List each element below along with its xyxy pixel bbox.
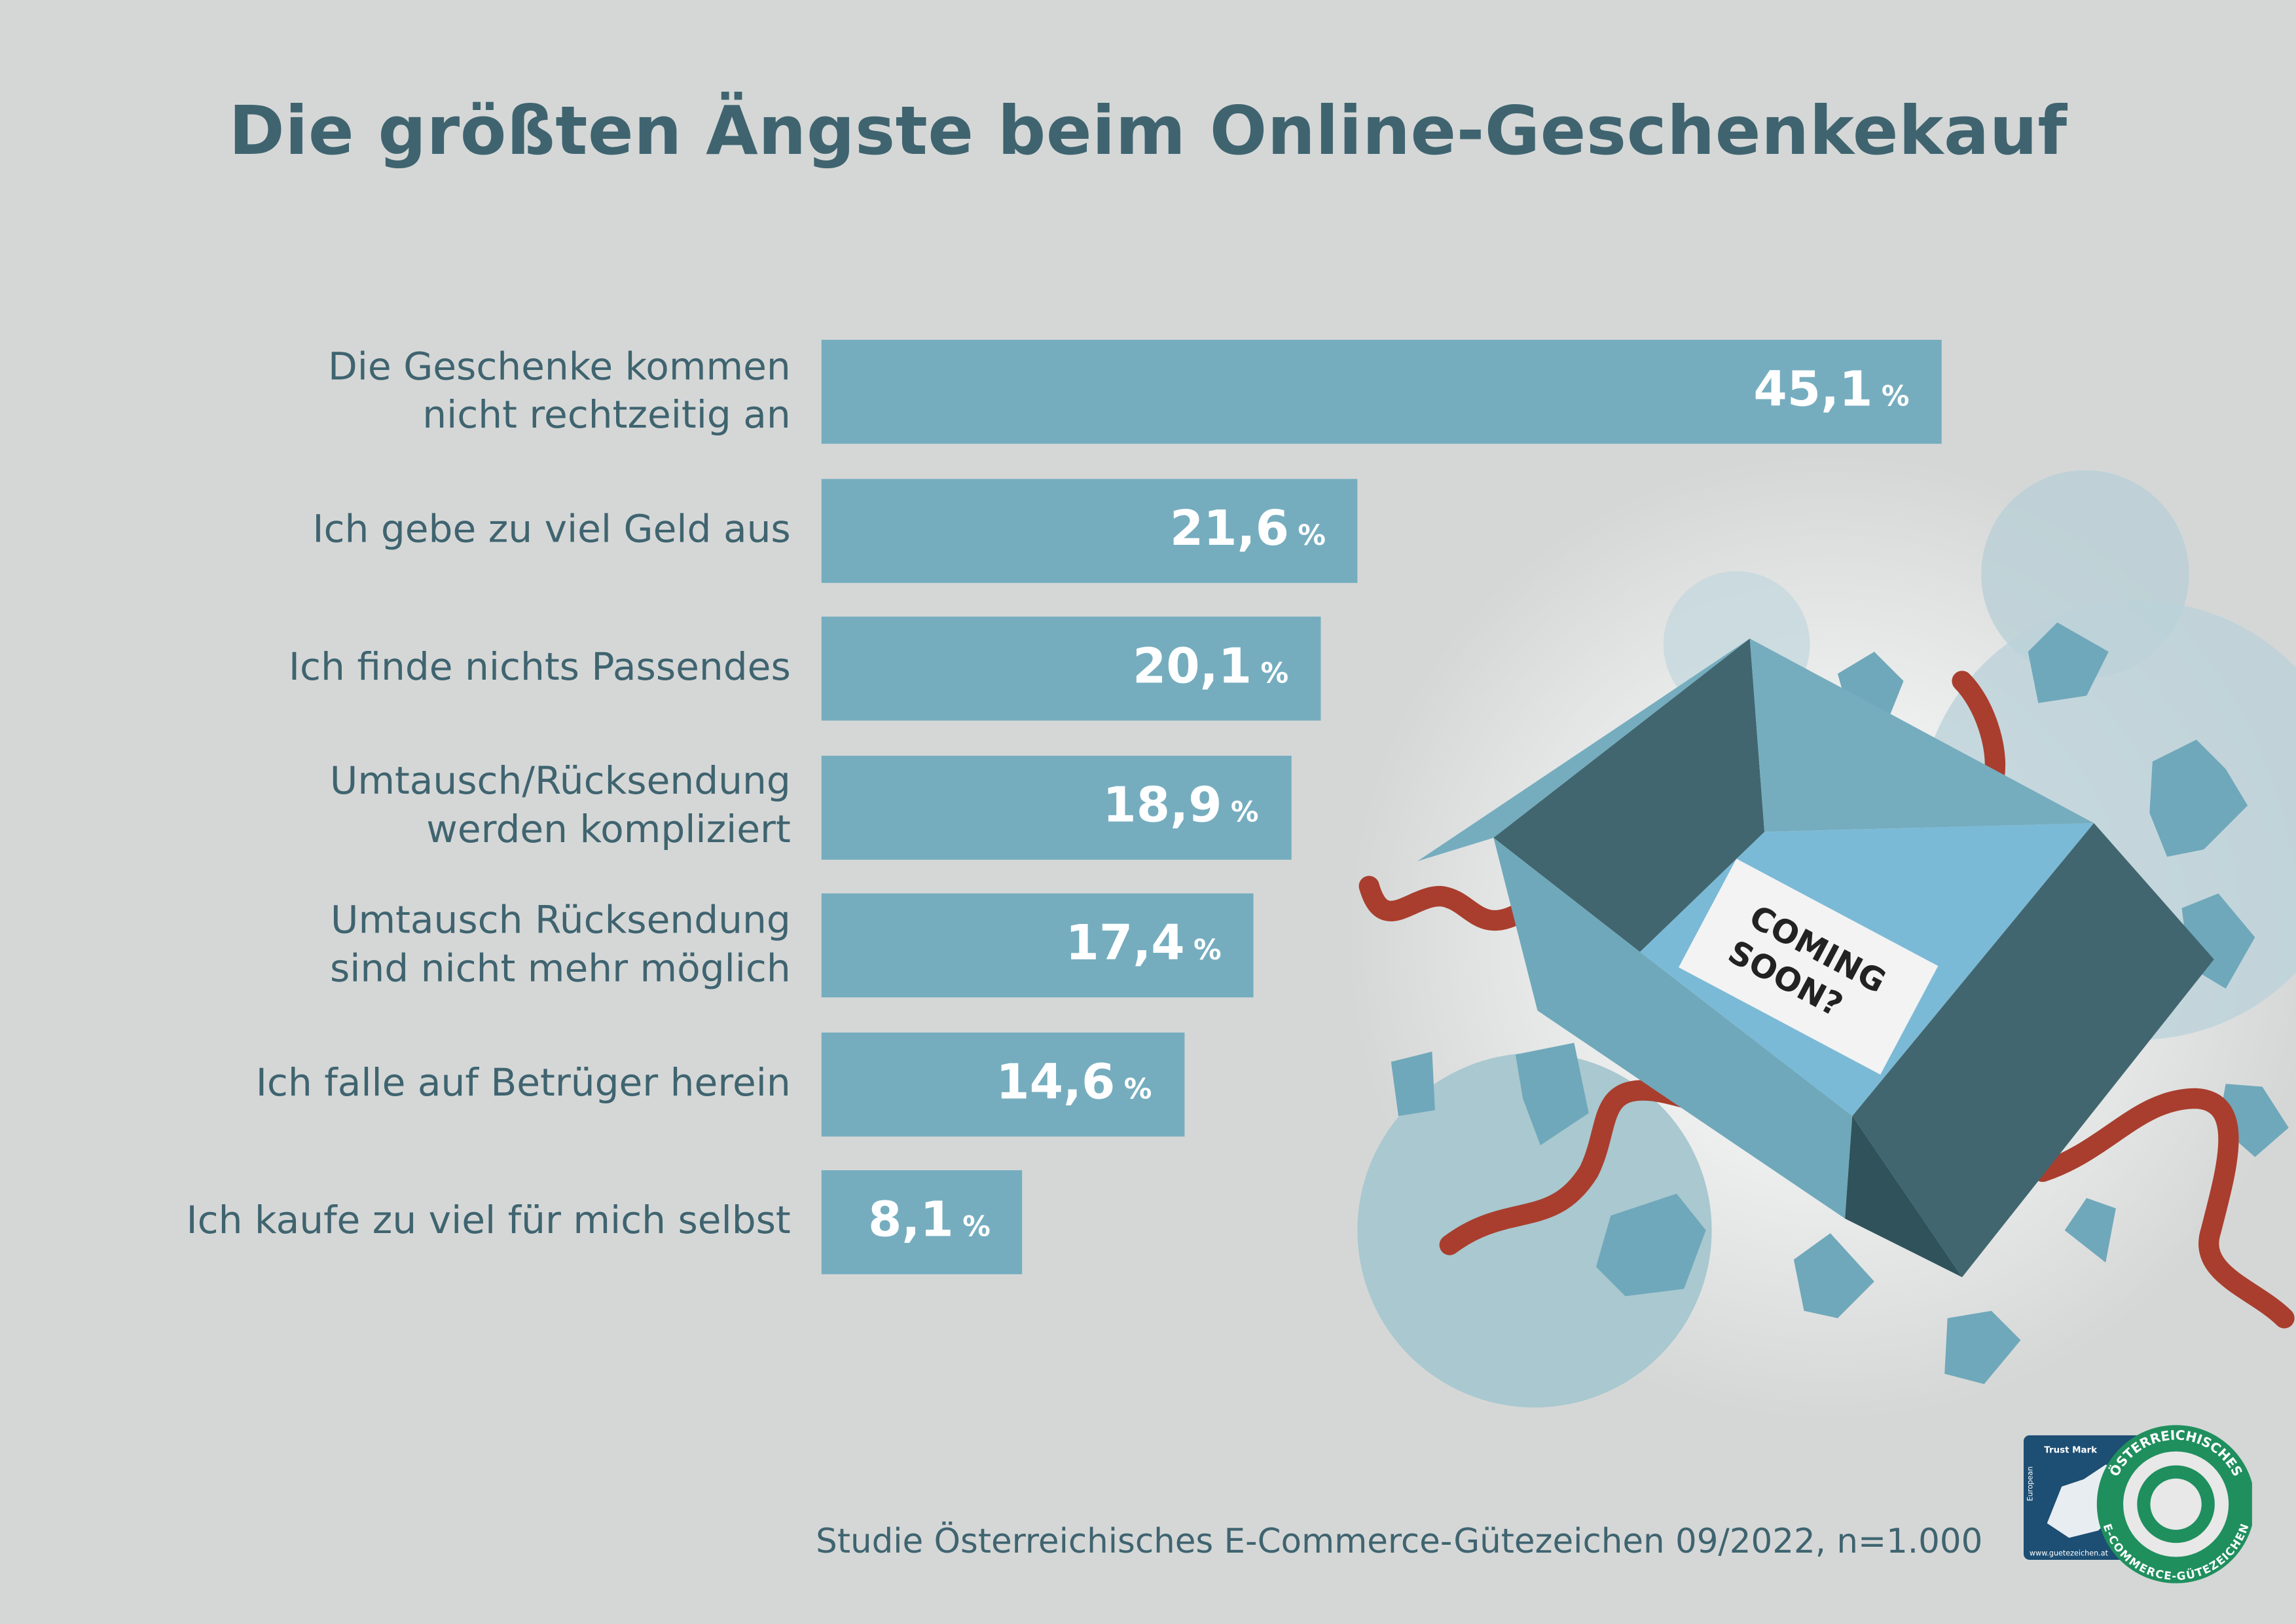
category-label-line: Ich finde nichts Passendes (288, 646, 791, 690)
chart-title: Die größten Ängste beim Online-Geschenke… (228, 90, 2068, 170)
category-label-line: Ich gebe zu viel Geld aus (312, 507, 791, 552)
data-label: 8,1% (868, 1190, 991, 1247)
bar: 17,4% (821, 893, 1254, 998)
data-label-unit: % (1260, 657, 1289, 690)
data-label-value: 20,1 (1132, 637, 1252, 695)
bar: 21,6% (821, 478, 1358, 583)
data-label: 18,9% (1102, 775, 1258, 832)
data-label-value: 17,4 (1065, 913, 1185, 971)
source-note: Studie Österreichisches E-Commerce-Gütez… (816, 1523, 1983, 1562)
data-label-value: 8,1 (868, 1190, 954, 1248)
logo-text: www.guetezeichen.at (2030, 1549, 2109, 1557)
bar: 8,1% (821, 1170, 1023, 1274)
category-label-line: Die Geschenke kommen (327, 344, 791, 389)
bar: 18,9% (821, 754, 1291, 859)
category-label-line: nicht rechtzeitig an (422, 393, 791, 437)
category-label: Ich falle auf Betrüger herein (29, 1060, 791, 1108)
data-label-unit: % (962, 1211, 991, 1244)
category-label-line: Ich kaufe zu viel für mich selbst (186, 1199, 791, 1244)
data-label-unit: % (1230, 796, 1259, 828)
data-label: 21,6% (1170, 499, 1326, 556)
data-label: 45,1% (1753, 360, 1909, 417)
category-label-line: sind nicht mehr möglich (329, 946, 791, 991)
data-label-unit: % (1298, 519, 1326, 552)
data-label-value: 18,9 (1102, 775, 1222, 833)
data-label: 20,1% (1133, 637, 1288, 694)
bar: 45,1% (821, 339, 1942, 444)
category-label: Ich kaufe zu viel für mich selbst (29, 1198, 791, 1247)
guetezeichen-logo: Trust Mark European www.guetezeichen.at … (2023, 1425, 2252, 1583)
category-label: Umtausch/Rücksendung werden kompliziert (29, 759, 791, 856)
data-label: 17,4% (1066, 914, 1222, 971)
category-label: Ich finde nichts Passendes (29, 644, 791, 693)
data-label-value: 21,6 (1169, 498, 1289, 556)
data-label-unit: % (1881, 380, 1910, 413)
category-label-line: werden kompliziert (426, 808, 791, 853)
bar: 14,6% (821, 1031, 1184, 1136)
data-label-value: 14,6 (996, 1052, 1116, 1110)
data-label-value: 45,1 (1753, 360, 1873, 418)
category-label-line: Ich falle auf Betrüger herein (255, 1061, 791, 1105)
logo-text: Trust Mark (2044, 1446, 2098, 1456)
category-label: Ich gebe zu viel Geld aus (29, 506, 791, 555)
logo-text: European (2026, 1466, 2034, 1501)
bubble (1357, 1053, 1712, 1408)
category-label-line: Umtausch/Rücksendung (329, 760, 791, 804)
category-label-line: Umtausch Rücksendung (330, 898, 791, 943)
data-label-unit: % (1123, 1073, 1152, 1105)
bar: 20,1% (821, 616, 1321, 721)
category-label: Die Geschenke kommen nicht rechtzeitig an (29, 343, 791, 440)
category-label: Umtausch Rücksendung sind nicht mehr mögl… (29, 897, 791, 994)
data-label-unit: % (1194, 934, 1222, 967)
data-label: 14,6% (996, 1052, 1152, 1109)
